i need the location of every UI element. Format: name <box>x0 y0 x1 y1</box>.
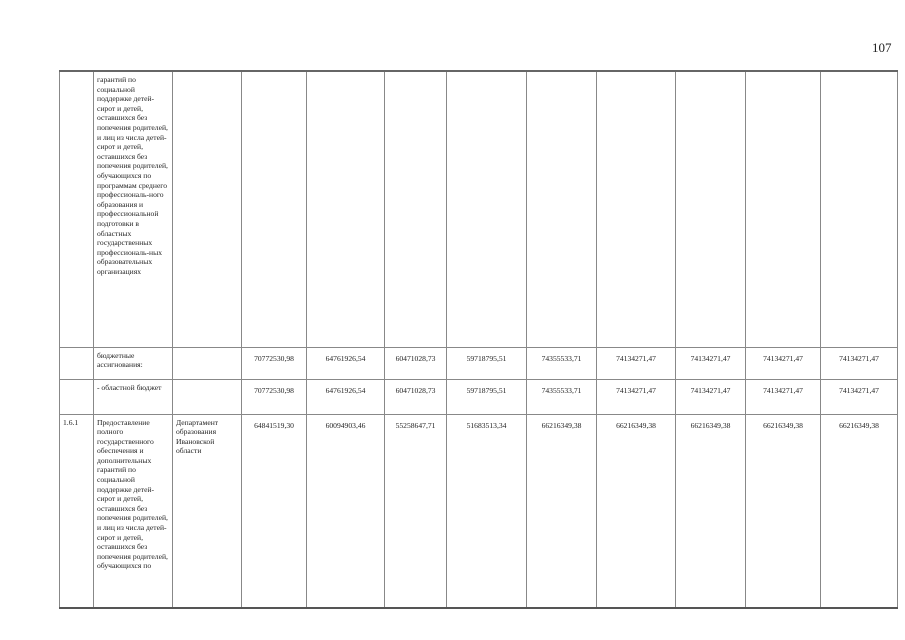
executor-cell <box>172 70 242 348</box>
value-cell: 74134271,47 <box>675 378 746 415</box>
value-cell: 51683513,34 <box>446 413 527 609</box>
value-cell <box>306 70 385 348</box>
value-cell: 64761926,54 <box>306 346 385 380</box>
value-cell <box>820 70 898 348</box>
value-cell: 66216349,38 <box>745 413 821 609</box>
row-number-cell <box>59 346 94 380</box>
value-cell: 74134271,47 <box>596 346 676 380</box>
row-name-cell: - областной бюджет <box>93 378 173 415</box>
value-cell <box>675 70 746 348</box>
value-cell: 60471028,73 <box>384 378 447 415</box>
row-name-cell: бюджетные ассигнования: <box>93 346 173 380</box>
value-cell: 74134271,47 <box>745 378 821 415</box>
row-name-cell: гарантий по социальной поддержке детей-с… <box>93 70 173 348</box>
value-cell <box>241 70 307 348</box>
value-cell: 66216349,38 <box>596 413 676 609</box>
value-cell: 74134271,47 <box>596 378 676 415</box>
table-row: гарантий по социальной поддержке детей-с… <box>59 70 898 348</box>
row-number-cell: 1.6.1 <box>59 413 94 609</box>
value-cell: 70772530,98 <box>241 378 307 415</box>
executor-cell: Департамент образования Ивановской облас… <box>172 413 242 609</box>
row-number-cell <box>59 70 94 348</box>
value-cell: 66216349,38 <box>820 413 898 609</box>
value-cell: 74134271,47 <box>675 346 746 380</box>
table-row: - областной бюджет 70772530,98 64761926,54… <box>59 378 898 415</box>
row-name-cell: Предоставление полного государственного … <box>93 413 173 609</box>
value-cell: 74355533,71 <box>526 346 597 380</box>
value-cell: 59718795,51 <box>446 378 527 415</box>
value-cell: 74134271,47 <box>745 346 821 380</box>
executor-cell <box>172 378 242 415</box>
value-cell: 60471028,73 <box>384 346 447 380</box>
value-cell: 74355533,71 <box>526 378 597 415</box>
value-cell: 60094903,46 <box>306 413 385 609</box>
value-cell <box>596 70 676 348</box>
value-cell <box>446 70 527 348</box>
value-cell <box>526 70 597 348</box>
value-cell: 70772530,98 <box>241 346 307 380</box>
table-row: бюджетные ассигнования: 70772530,98 647619… <box>59 346 898 380</box>
value-cell: 55258647,71 <box>384 413 447 609</box>
value-cell: 66216349,38 <box>675 413 746 609</box>
row-number-cell <box>59 378 94 415</box>
value-cell <box>384 70 447 348</box>
value-cell: 59718795,51 <box>446 346 527 380</box>
table-row: 1.6.1 Предоставление полного государствен… <box>59 413 898 609</box>
value-cell: 74134271,47 <box>820 378 898 415</box>
value-cell <box>745 70 821 348</box>
value-cell: 74134271,47 <box>820 346 898 380</box>
budget-table: гарантий по социальной поддержке детей-с… <box>59 70 898 609</box>
value-cell: 64761926,54 <box>306 378 385 415</box>
executor-cell <box>172 346 242 380</box>
value-cell: 66216349,38 <box>526 413 597 609</box>
value-cell: 64841519,30 <box>241 413 307 609</box>
page-number: 107 <box>872 40 892 55</box>
